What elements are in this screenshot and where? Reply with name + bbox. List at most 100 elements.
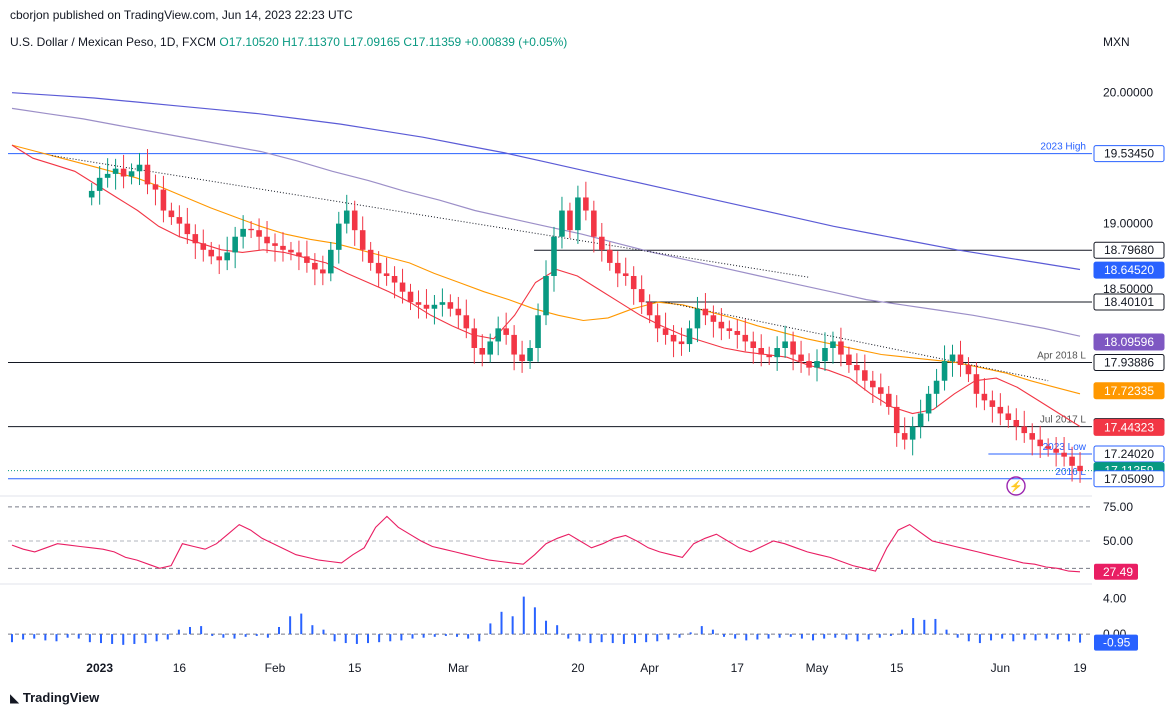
candle-body — [1005, 413, 1012, 420]
candle-body — [136, 164, 143, 172]
hist-bar — [734, 634, 737, 639]
y-tick-label: 18.50000 — [1103, 282, 1153, 296]
candle-body — [96, 177, 103, 191]
ohlc-change: +0.00839 (+0.05%) — [464, 35, 568, 49]
hist-bar — [834, 634, 837, 638]
candle-body — [965, 365, 972, 375]
price-badge-box — [1093, 470, 1165, 488]
candle-body — [750, 341, 757, 348]
hist-bar — [967, 634, 970, 642]
hist-bar — [444, 634, 447, 636]
hist-bar — [723, 634, 726, 637]
candle-body — [256, 230, 262, 237]
hist-bar — [645, 634, 648, 643]
hist-bar — [600, 634, 603, 643]
price-badge-box — [1093, 382, 1165, 400]
y-tick-label: 19.00000 — [1103, 217, 1153, 231]
rsi-line — [11, 515, 1081, 573]
price-badge-box — [1093, 293, 1165, 311]
hist-bar — [667, 634, 670, 640]
x-tick-label: 17 — [731, 661, 745, 675]
hist-bar — [355, 634, 358, 644]
candle-body — [1069, 456, 1075, 466]
candle-body — [320, 269, 326, 274]
hist-bar — [177, 629, 180, 635]
candle-body — [375, 262, 382, 274]
price-badge-label: 19.53450 — [1104, 147, 1154, 161]
candle-body — [447, 302, 454, 309]
symbol-legend[interactable]: U.S. Dollar / Mexican Peso, 1D, FXCM O17… — [10, 35, 567, 49]
price-badge: 17.44323 — [1093, 418, 1165, 436]
hist-bar — [978, 634, 981, 644]
hist-bar — [533, 607, 536, 635]
tradingview-logo[interactable]: ◣ TradingView — [10, 690, 99, 705]
candle-body — [359, 230, 366, 250]
hist-bar — [389, 634, 392, 642]
candle-body — [694, 308, 701, 329]
rsi-value-label: 27.49 — [1103, 565, 1133, 579]
candle-body — [782, 341, 788, 348]
y-tick-label: 20.00000 — [1103, 86, 1153, 100]
hist-bar — [889, 634, 892, 636]
candle-body — [678, 341, 685, 345]
hist-bar — [700, 626, 703, 635]
candle-body — [1045, 446, 1051, 449]
hist-bar — [155, 634, 158, 642]
candle-body — [1053, 448, 1059, 453]
tradingview-logo-icon: ◣ — [10, 691, 20, 705]
candle-body — [511, 334, 517, 355]
candle-body — [846, 354, 852, 366]
hist-bar — [745, 634, 748, 641]
hist-bar — [233, 634, 236, 639]
hist-bar — [456, 634, 459, 637]
candle-body — [503, 328, 509, 335]
hist-bar — [1067, 634, 1070, 642]
hist-value-label: -0.95 — [1103, 636, 1131, 650]
candle-body — [630, 276, 637, 290]
price-badge-label: 17.93886 — [1104, 356, 1154, 370]
candle-body — [367, 249, 374, 263]
rsi-tick-label: 50.00 — [1103, 534, 1133, 548]
candle-body — [232, 236, 238, 253]
candle-body — [606, 249, 613, 263]
hist-bar — [923, 619, 926, 635]
candle-body — [304, 256, 310, 263]
hist-bar — [333, 634, 336, 642]
candle-body — [933, 380, 940, 394]
candle-body — [854, 365, 860, 371]
candle-body — [128, 171, 135, 177]
level-label: Apr 2018 L — [1037, 351, 1086, 362]
hist-bar — [188, 626, 191, 635]
price-badge-box — [1093, 241, 1165, 259]
candle-body — [88, 190, 95, 198]
candle-body — [559, 210, 565, 237]
candle-body — [973, 374, 980, 394]
candle-body — [877, 387, 884, 394]
publisher-line: cborjon published on TradingView.com, Ju… — [10, 8, 353, 22]
hist-bar — [622, 634, 625, 644]
price-badge: 18.79680 — [1093, 241, 1165, 259]
tradingview-brand: TradingView — [22, 690, 100, 705]
candle-body — [806, 361, 812, 368]
candle-body — [415, 302, 422, 305]
symbol-name: U.S. Dollar / Mexican Peso, 1D, FXCM — [10, 35, 217, 49]
candle-body — [112, 168, 119, 174]
price-badge-label: 18.09596 — [1104, 335, 1154, 349]
price-badge-box — [1093, 261, 1165, 279]
hist-bar — [211, 634, 214, 636]
level-label: 2016 L — [1055, 467, 1086, 478]
hist-bar — [278, 626, 280, 635]
candle-body — [1037, 439, 1043, 447]
price-badge: 17.24020 — [1093, 445, 1165, 463]
candle-body — [192, 234, 199, 244]
hist-bar — [867, 634, 870, 640]
sma-slow-line — [11, 107, 1081, 337]
price-badge-box — [1093, 333, 1165, 351]
hist-bar — [166, 634, 169, 640]
hist-bar — [901, 629, 904, 635]
candle-body — [614, 262, 621, 274]
candle-body — [527, 348, 533, 362]
hist-bar — [467, 634, 470, 639]
candle-body — [335, 223, 342, 250]
